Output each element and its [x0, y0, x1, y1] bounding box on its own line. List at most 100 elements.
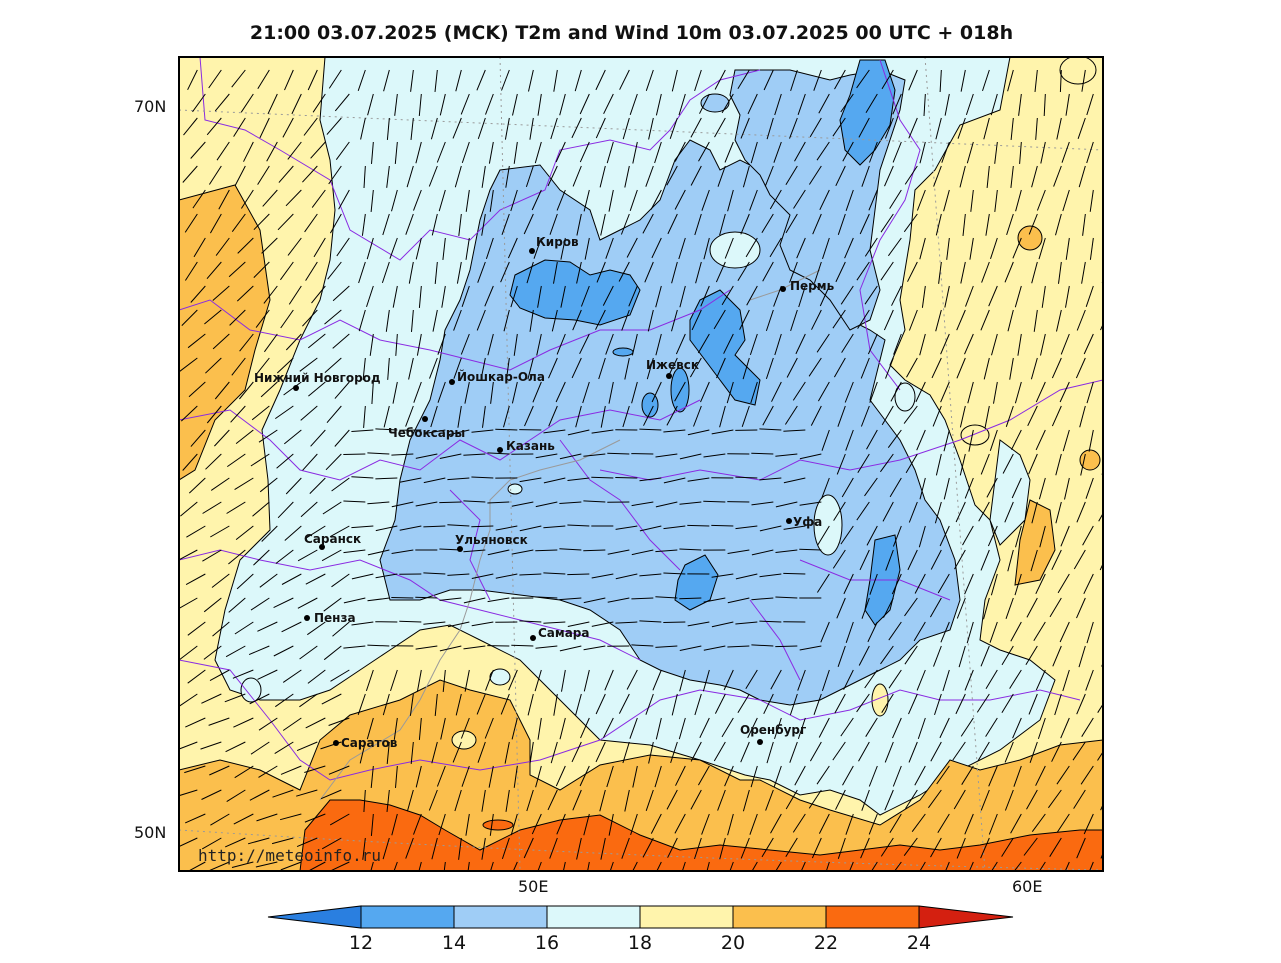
wind-barb: [1033, 621, 1046, 641]
wind-barb: [639, 620, 662, 623]
wind-barb: [608, 189, 614, 212]
wind-barb: [891, 573, 902, 595]
colorbar-segment: [360, 905, 455, 929]
wind-barb: [580, 285, 590, 307]
wind-barb: [663, 477, 686, 484]
wind-barb: [904, 165, 918, 185]
wind-barb: [985, 717, 998, 737]
lat-label-70n: 70N: [134, 97, 166, 116]
wind-barb: [880, 213, 894, 233]
wind-barb: [674, 381, 686, 402]
wind-barb: [519, 477, 542, 483]
wind-barb: [751, 861, 758, 871]
wind-barb: [903, 837, 918, 856]
wind-barb: [534, 141, 542, 164]
wind-barb: [239, 333, 254, 352]
wind-barb: [714, 69, 726, 90]
contour-patch: [507, 483, 523, 495]
wind-barb: [977, 741, 990, 762]
wind-barb: [1111, 574, 1117, 595]
wind-barb: [904, 645, 918, 665]
wind-barb: [759, 477, 782, 481]
wind-barb: [489, 813, 494, 836]
wind-barb: [1114, 142, 1117, 164]
wind-barb: [439, 93, 446, 116]
wind-barb: [690, 117, 702, 138]
wind-barb: [799, 548, 822, 551]
wind-barb: [626, 237, 638, 258]
wind-barb: [643, 405, 654, 426]
wind-barb: [481, 837, 486, 860]
wind-barb: [889, 813, 902, 834]
wind-barb: [386, 741, 390, 764]
wind-barb: [418, 285, 422, 308]
wind-barb: [919, 477, 926, 500]
wind-barb: [650, 189, 662, 210]
wind-barb: [551, 309, 558, 332]
colorbar-tick: 24: [907, 932, 931, 954]
wind-barb: [624, 165, 630, 188]
wind-barb: [282, 117, 294, 138]
wind-barb: [571, 117, 582, 139]
wind-barb: [840, 93, 854, 113]
wind-barb: [1030, 549, 1038, 572]
wind-barb: [679, 645, 702, 651]
wind-barb: [1076, 597, 1086, 619]
wind-barb: [674, 189, 686, 210]
wind-barb: [248, 645, 270, 656]
wind-barb: [1028, 453, 1038, 475]
wind-barb: [994, 189, 998, 212]
wind-barb: [260, 381, 278, 398]
wind-barb: [507, 237, 518, 259]
wind-barb: [835, 789, 846, 810]
wind-barb: [447, 573, 470, 576]
lon-label-50e: 50E: [518, 877, 548, 896]
wind-barb: [1019, 141, 1022, 164]
wind-barb: [821, 477, 830, 499]
wind-barb: [955, 501, 966, 523]
wind-barb: [307, 621, 326, 636]
wind-barb: [1106, 862, 1117, 881]
wind-barb: [322, 501, 342, 515]
wind-barb: [602, 285, 614, 306]
wind-barb: [409, 693, 414, 716]
wind-barb: [583, 549, 606, 552]
wind-barb: [763, 693, 774, 715]
wind-barb: [284, 69, 294, 91]
wind-barb: [224, 693, 246, 703]
wind-barb: [423, 525, 446, 528]
wind-barb: [447, 429, 470, 436]
wind-barb: [980, 309, 990, 331]
wind-barb: [935, 117, 942, 140]
wind-barb: [892, 765, 902, 787]
wind-barb: [1005, 597, 1014, 619]
wind-barb: [192, 189, 206, 209]
wind-barb: [306, 525, 326, 539]
wind-barb: [786, 357, 798, 378]
wind-barb: [825, 861, 830, 871]
wind-barb: [441, 285, 446, 308]
wind-barb: [939, 69, 942, 93]
wind-barb: [440, 717, 446, 740]
wind-barb: [775, 596, 798, 599]
wind-barb: [413, 189, 422, 211]
wind-barb: [488, 141, 494, 164]
wind-barb: [1105, 406, 1109, 428]
wind-barb: [632, 765, 638, 788]
wind-barb: [556, 333, 566, 355]
wind-barb: [703, 237, 710, 260]
wind-barb: [312, 93, 326, 113]
wind-barb: [527, 357, 534, 380]
wind-barb: [283, 429, 302, 445]
wind-barb: [413, 813, 422, 835]
graticule: [179, 57, 1103, 871]
wind-barb: [968, 429, 974, 452]
wind-barb: [678, 93, 686, 116]
wind-barb: [186, 525, 206, 538]
wind-barb: [766, 117, 774, 140]
wind-barb: [959, 453, 966, 476]
wind-barb: [203, 597, 222, 613]
wind-barb: [490, 861, 494, 871]
wind-barb: [576, 837, 582, 860]
wind-barb: [179, 837, 198, 848]
